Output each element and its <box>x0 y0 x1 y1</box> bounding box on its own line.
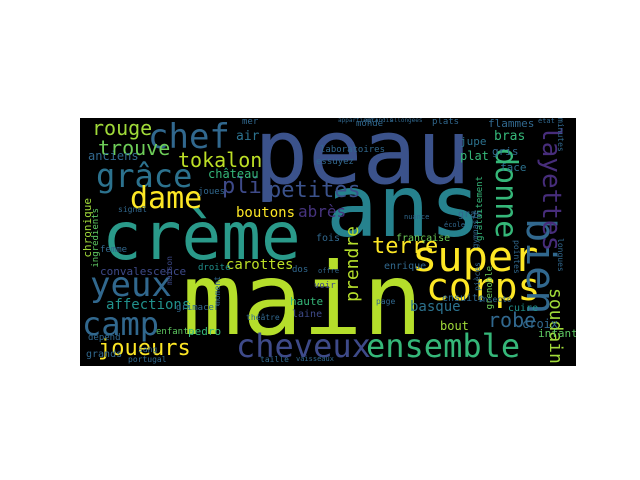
word-plat: plat <box>460 149 489 163</box>
word-joueurs: joueurs <box>98 336 191 361</box>
word-offre: offre <box>318 267 340 275</box>
word-grimacer: grimacer <box>176 303 220 313</box>
word-maison: maison <box>165 256 174 285</box>
word-essuyez: essuyez <box>316 157 354 167</box>
word-pointes: pointes <box>512 240 521 274</box>
word-cloud: peau main ans crème super corps ensemble… <box>80 118 576 366</box>
word-moment: moment <box>213 276 222 305</box>
word-laine: laine <box>292 309 323 320</box>
word-droite: droite <box>198 263 231 273</box>
word-ensuite: ensuite <box>442 293 485 304</box>
word-anciens: anciens <box>88 149 139 163</box>
word-francaise: française <box>396 233 451 244</box>
word-peau: peau <box>254 118 471 205</box>
word-ans: ans <box>326 157 482 257</box>
word-trouve: trouve <box>98 136 171 160</box>
word-bout: bout <box>440 319 469 333</box>
word-minutes: minutes <box>556 118 565 152</box>
word-ecole: école <box>444 221 466 229</box>
word-voir: voir <box>314 281 336 291</box>
word-carottes: carottes <box>226 257 294 273</box>
word-camp: camp <box>82 305 160 343</box>
word-super: super <box>412 232 539 281</box>
word-enfants: enfants <box>156 327 194 337</box>
word-cuire: cuire <box>508 303 539 314</box>
word-pli: pli <box>222 174 262 199</box>
word-signal: signal <box>118 205 147 214</box>
word-croix: croix <box>522 317 559 331</box>
word-corps: corps <box>426 265 541 309</box>
word-appartient: appartient <box>338 118 375 124</box>
word-creme: crème <box>102 198 301 275</box>
word-sang: sang <box>138 345 158 354</box>
word-air: air <box>236 129 260 144</box>
word-plats: plats <box>432 118 460 127</box>
word-gris: gris <box>492 145 519 158</box>
word-ensemble: ensemble <box>366 327 521 365</box>
word-yeux: yeux <box>90 265 172 305</box>
word-robe: robe <box>488 308 537 332</box>
word-nuance: nuance <box>404 213 430 221</box>
word-chateau: château <box>208 167 259 181</box>
word-longues: longues <box>556 238 565 272</box>
word-monde: monde <box>356 119 384 129</box>
word-terre: terre <box>372 234 439 259</box>
word-main: main <box>182 241 423 358</box>
word-boutons: boutons <box>236 205 296 221</box>
word-insecto: insecto <box>478 295 512 304</box>
word-agrandis: agrandis <box>364 118 393 124</box>
word-taille: taille <box>260 355 289 364</box>
word-tokalon: tokalon <box>178 148 263 172</box>
word-joues: joues <box>198 187 226 197</box>
word-allongees: allongées <box>390 118 423 124</box>
word-enrique: enrique <box>384 261 427 272</box>
word-ingredients: ingrédients <box>91 208 101 268</box>
word-abres: abrès <box>298 202 347 221</box>
word-grace: grâce <box>96 157 193 195</box>
word-gymnaste: gymnaste <box>471 210 480 249</box>
word-haute: haute <box>290 295 324 308</box>
word-theatre: théâtre <box>246 313 280 322</box>
word-pieces: pièces <box>473 262 482 291</box>
word-jupe: jupe <box>460 135 487 148</box>
word-page: page <box>376 297 396 306</box>
word-mer: mer <box>242 118 259 127</box>
word-basque: basque <box>410 299 461 315</box>
word-vaisseaux: vaisseaux <box>296 355 334 363</box>
word-dos: dos <box>292 265 309 275</box>
word-infant: infant <box>538 327 576 340</box>
word-chef: chef <box>148 118 230 157</box>
word-cheveux: cheveux <box>236 327 371 365</box>
word-grands: grands <box>86 349 123 360</box>
word-gras: gras <box>458 209 483 220</box>
word-affections: affections <box>106 297 191 313</box>
word-flammes: flammes <box>488 118 535 130</box>
word-fois: fois <box>316 233 341 244</box>
word-bras: bras <box>494 129 526 144</box>
word-depend: dépend <box>88 333 121 343</box>
word-prendre: prendre <box>342 226 363 302</box>
word-dame: dame <box>130 181 203 216</box>
word-pedro: pedro <box>188 325 222 338</box>
word-rouge: rouge <box>92 118 153 140</box>
word-petites: petites <box>268 178 361 203</box>
word-femme: femme <box>100 245 128 255</box>
word-laboratoires: laboratoires <box>320 145 386 155</box>
word-face: face <box>500 161 527 174</box>
word-etat: état <box>538 118 555 125</box>
word-portugal: portugal <box>128 355 167 364</box>
word-convalescence: convalescence <box>100 265 187 278</box>
